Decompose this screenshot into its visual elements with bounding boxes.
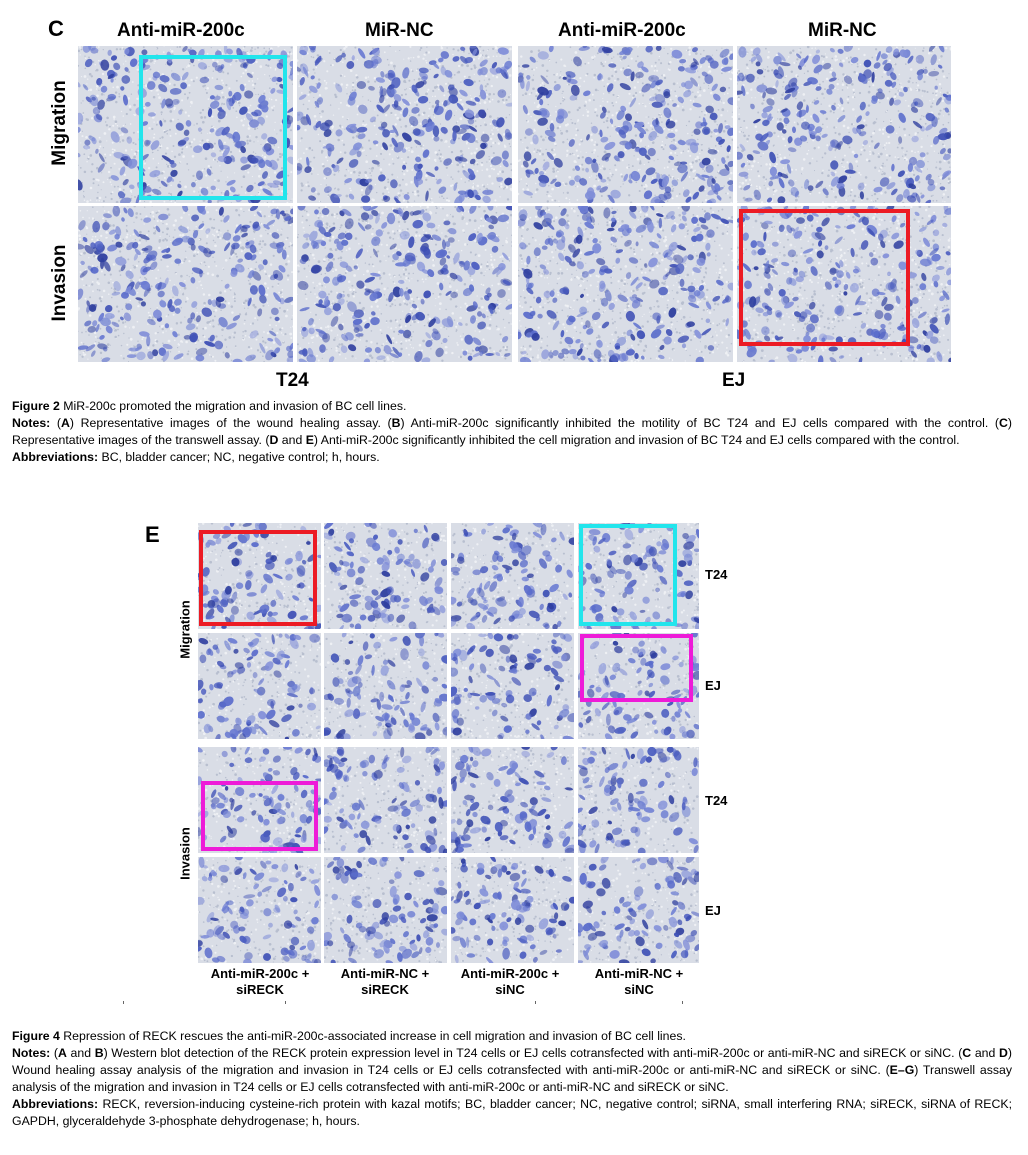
micrograph-e-r1-c3 xyxy=(451,523,574,629)
col-header-anti-mir-200c-ej: Anti-miR-200c xyxy=(558,20,686,41)
highlight-box-red-e xyxy=(199,530,317,626)
group-label-t24: T24 xyxy=(276,370,309,391)
row-label-migration-fig4: Migration xyxy=(177,600,193,659)
tick-mark xyxy=(535,1001,536,1004)
micrograph-migration-t24-anti-mir-200c xyxy=(78,46,293,203)
group-label-ej: EJ xyxy=(722,370,746,391)
figure-2-title: Figure 2 MiR-200c promoted the migration… xyxy=(12,399,407,413)
col-header-mir-nc-t24: MiR-NC xyxy=(365,20,434,41)
micrograph-migration-ej-mir-nc xyxy=(737,46,951,203)
figure-2-notes: Notes: (A) Representative images of the … xyxy=(12,416,1013,447)
col-header-mir-nc-ej: MiR-NC xyxy=(808,20,877,41)
highlight-box-cyan-e xyxy=(579,524,677,626)
micrograph-e-r3-c4 xyxy=(578,747,699,853)
figure-2-caption: Figure 2 MiR-200c promoted the migration… xyxy=(12,398,1012,466)
micrograph-invasion-ej-anti-mir-200c xyxy=(518,206,733,362)
highlight-box-magenta-e1 xyxy=(580,634,693,702)
micrograph-e-r2-c2 xyxy=(324,633,447,739)
side-label-t24-1: T24 xyxy=(705,567,728,582)
tick-mark xyxy=(682,1001,683,1004)
tick-mark xyxy=(285,1001,286,1004)
micrograph-e-r2-c1 xyxy=(198,633,321,739)
side-label-t24-2: T24 xyxy=(705,793,728,808)
highlight-box-cyan xyxy=(139,55,287,200)
side-label-ej-2: EJ xyxy=(705,903,721,918)
highlight-box-magenta-e2 xyxy=(201,781,318,851)
tick-mark xyxy=(123,1001,124,1004)
col-header-anti-mir-200c-t24: Anti-miR-200c xyxy=(117,20,245,41)
row-label-invasion: Invasion xyxy=(49,244,70,322)
col-label-1: Anti-miR-200c + siRECK xyxy=(210,966,310,997)
side-label-ej-1: EJ xyxy=(705,678,721,693)
micrograph-invasion-t24-mir-nc xyxy=(297,206,512,362)
row-label-migration: Migration xyxy=(49,80,70,166)
col-label-2: Anti-miR-NC + siRECK xyxy=(340,966,430,997)
micrograph-e-r4-c2 xyxy=(324,857,447,963)
micrograph-migration-t24-mir-nc xyxy=(297,46,512,203)
col-label-4: Anti-miR-NC + siNC xyxy=(594,966,684,997)
micrograph-e-r1-c2 xyxy=(324,523,447,629)
micrograph-e-r4-c1 xyxy=(198,857,321,963)
micrograph-e-r3-c2 xyxy=(324,747,447,853)
figure-4-title: Figure 4 Repression of RECK rescues the … xyxy=(12,1029,686,1043)
col-label-3: Anti-miR-200c + siNC xyxy=(460,966,560,997)
micrograph-invasion-ej-mir-nc xyxy=(737,206,951,362)
panel-letter-c: C xyxy=(48,16,64,41)
micrograph-migration-ej-anti-mir-200c xyxy=(518,46,733,203)
micrograph-e-r3-c1 xyxy=(198,747,321,853)
panel-letter-e: E xyxy=(145,522,160,547)
micrograph-e-r4-c3 xyxy=(451,857,574,963)
row-label-invasion-fig4: Invasion xyxy=(177,827,193,880)
micrograph-e-r3-c3 xyxy=(451,747,574,853)
figure-4-caption: Figure 4 Repression of RECK rescues the … xyxy=(12,1028,1012,1130)
figure-2-abbreviations: Abbreviations: BC, bladder cancer; NC, n… xyxy=(12,450,380,464)
highlight-box-red xyxy=(739,209,910,346)
micrograph-invasion-t24-anti-mir-200c xyxy=(78,206,293,362)
micrograph-e-r4-c4 xyxy=(578,857,699,963)
figure-4-abbreviations: Abbreviations: RECK, reversion-inducing … xyxy=(12,1097,1012,1128)
figure-4-notes: Notes: (A and B) Western blot detection … xyxy=(12,1046,1012,1094)
micrograph-e-r2-c3 xyxy=(451,633,574,739)
